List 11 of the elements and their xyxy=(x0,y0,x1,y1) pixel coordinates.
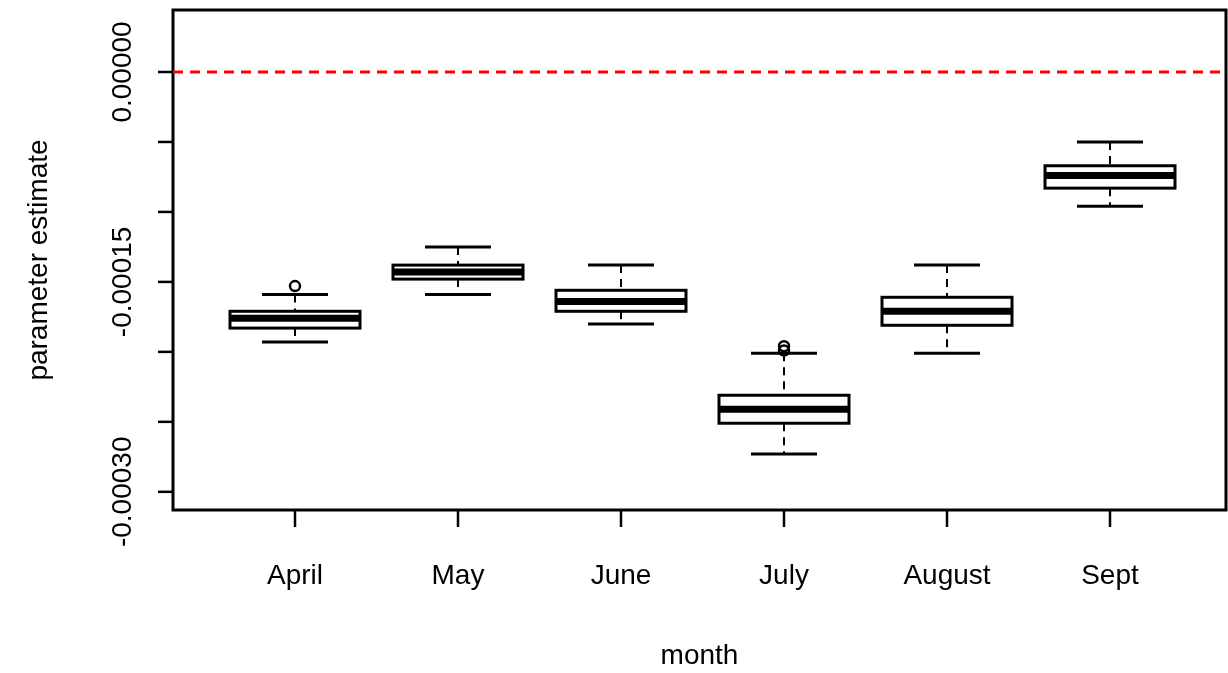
y-tick-label: -0.00030 xyxy=(106,436,137,548)
y-axis-title: parameter estimate xyxy=(22,139,53,381)
x-tick-label: July xyxy=(759,559,809,590)
x-tick-label: Sept xyxy=(1081,559,1140,590)
x-tick-label: June xyxy=(590,559,652,590)
x-tick-label: April xyxy=(266,559,324,590)
y-tick-label: 0.00000 xyxy=(106,21,137,123)
x-tick-label: August xyxy=(903,559,991,590)
x-axis-title: month xyxy=(660,639,739,670)
y-tick-label: -0.00015 xyxy=(106,226,137,338)
x-tick-label: May xyxy=(431,559,485,590)
